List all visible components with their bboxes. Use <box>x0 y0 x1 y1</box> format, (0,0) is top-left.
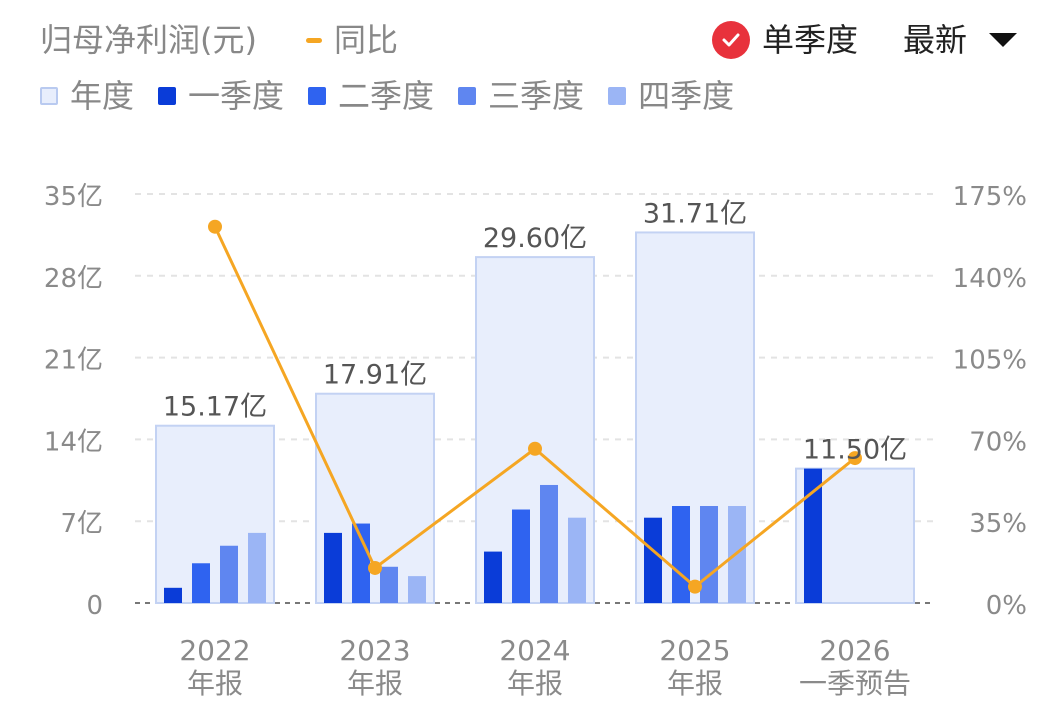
x-tick-year: 2024 <box>499 634 570 667</box>
y-left-tick-label: 14亿 <box>44 427 103 457</box>
annual-value-label: 11.50亿 <box>803 435 907 466</box>
quarter-bar <box>540 484 558 603</box>
annual-value-label: 15.17亿 <box>163 392 267 423</box>
chart-header: 归母净利润(元) 同比 单季度 最新 年度 一季度 二季度 三季度 <box>0 0 1049 130</box>
y-left-tick-label: 0 <box>86 591 103 621</box>
y-left-tick-label: 7亿 <box>60 509 103 539</box>
quarter-bar <box>672 506 690 603</box>
single-quarter-toggle[interactable]: 单季度 <box>712 20 858 60</box>
chart-title: 归母净利润(元) <box>40 21 257 59</box>
annual-value-label: 29.60亿 <box>483 223 587 254</box>
quarter-bar <box>804 468 822 603</box>
x-tick-type: 年报 <box>187 667 243 700</box>
latest-dropdown[interactable]: 最新 <box>903 20 1018 60</box>
yoy-point <box>208 219 222 234</box>
x-tick-type: 年报 <box>347 667 403 700</box>
legend-item-q3[interactable]: 三季度 <box>458 76 584 116</box>
y-left-tick-label: 28亿 <box>44 264 103 294</box>
x-tick-type: 一季预告 <box>799 667 911 700</box>
legend-label-q1: 一季度 <box>188 77 285 115</box>
legend-item-q1[interactable]: 一季度 <box>158 76 284 116</box>
yoy-point <box>848 451 862 466</box>
y-right-tick-label: 35% <box>969 509 1027 539</box>
x-tick-year: 2026 <box>819 634 890 667</box>
x-tick-year: 2022 <box>179 634 250 667</box>
legend-item-annual[interactable]: 年度 <box>40 76 134 116</box>
y-right-tick-label: 0% <box>986 591 1027 621</box>
yoy-legend-label: 同比 <box>334 21 399 59</box>
y-right-tick-label: 105% <box>953 346 1027 376</box>
quarter-bar <box>700 506 718 603</box>
quarter-bar <box>352 523 370 603</box>
yoy-line-swatch <box>306 37 322 43</box>
y-left-tick-label: 21亿 <box>44 346 103 376</box>
legend-swatch-q2 <box>308 87 327 105</box>
x-tick-year: 2023 <box>339 634 410 667</box>
x-tick-year: 2025 <box>659 634 730 667</box>
legend-label-q2: 二季度 <box>338 77 435 115</box>
quarter-bar <box>484 551 502 603</box>
legend-label-q3: 三季度 <box>488 77 585 115</box>
legend-label-annual: 年度 <box>70 77 135 115</box>
y-left-tick-label: 35亿 <box>44 182 103 212</box>
y-right-tick-label: 140% <box>953 264 1027 294</box>
legend-swatch-annual <box>40 87 58 105</box>
x-tick-type: 年报 <box>507 667 563 700</box>
legend-swatch-q1 <box>158 87 177 105</box>
x-tick-type: 年报 <box>667 667 723 700</box>
yoy-point <box>368 560 382 575</box>
quarter-bar <box>408 576 426 603</box>
single-quarter-label: 单季度 <box>762 21 859 59</box>
quarter-bar <box>164 587 182 603</box>
yoy-point <box>688 579 702 594</box>
check-icon <box>712 21 750 59</box>
annual-value-label: 17.91亿 <box>323 360 427 391</box>
series-legend: 年度 一季度 二季度 三季度 四季度 <box>40 76 758 116</box>
quarter-bar <box>324 532 342 603</box>
quarter-bar <box>512 509 530 603</box>
latest-dropdown-label: 最新 <box>903 21 968 59</box>
annual-value-label: 31.71亿 <box>643 198 747 229</box>
quarter-bar <box>568 517 586 603</box>
quarter-bar <box>192 563 210 603</box>
yoy-legend: 同比 <box>306 20 398 60</box>
caret-down-icon <box>989 33 1018 47</box>
legend-swatch-q3 <box>458 87 477 105</box>
yoy-point <box>528 441 542 456</box>
quarter-bar <box>220 545 238 603</box>
quarter-bar <box>380 566 398 603</box>
legend-item-q2[interactable]: 二季度 <box>308 76 434 116</box>
legend-label-q4: 四季度 <box>638 77 735 115</box>
quarter-bar <box>248 532 266 603</box>
legend-item-q4[interactable]: 四季度 <box>608 76 734 116</box>
legend-swatch-q4 <box>608 87 627 105</box>
y-right-tick-label: 70% <box>969 427 1027 457</box>
quarter-bar <box>644 517 662 603</box>
y-right-tick-label: 175% <box>953 182 1027 212</box>
